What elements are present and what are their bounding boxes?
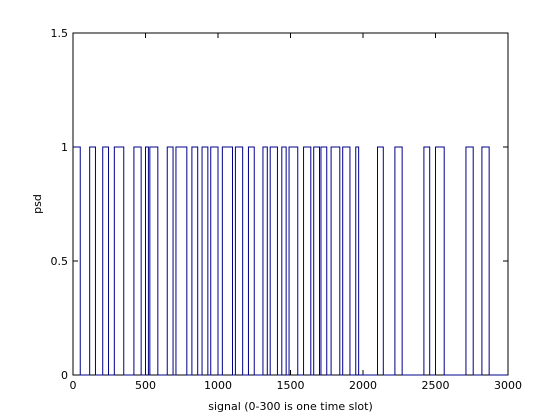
y-tick-label: 0 [61, 369, 68, 382]
y-axis: 0 0.5 1 1.5 [51, 27, 508, 382]
x-tick-label: 0 [70, 379, 77, 392]
x-tick-label: 3000 [494, 379, 522, 392]
y-tick-label: 1 [61, 141, 68, 154]
y-tick-label: 1.5 [51, 27, 69, 40]
psd-series-line [73, 146, 508, 376]
x-axis-label: signal (0-300 is one time slot) [208, 400, 373, 413]
plot-area [72, 32, 509, 376]
x-tick-label: 1500 [277, 379, 305, 392]
y-axis-label: psd [31, 194, 44, 214]
series-layer [73, 146, 508, 376]
x-tick-label: 500 [135, 379, 156, 392]
x-tick-label: 2500 [422, 379, 450, 392]
x-tick-label: 2000 [349, 379, 377, 392]
x-tick-label: 1000 [204, 379, 232, 392]
y-tick-label: 0.5 [51, 255, 69, 268]
x-axis: 0 500 1000 1500 2000 2500 3000 [70, 33, 522, 392]
